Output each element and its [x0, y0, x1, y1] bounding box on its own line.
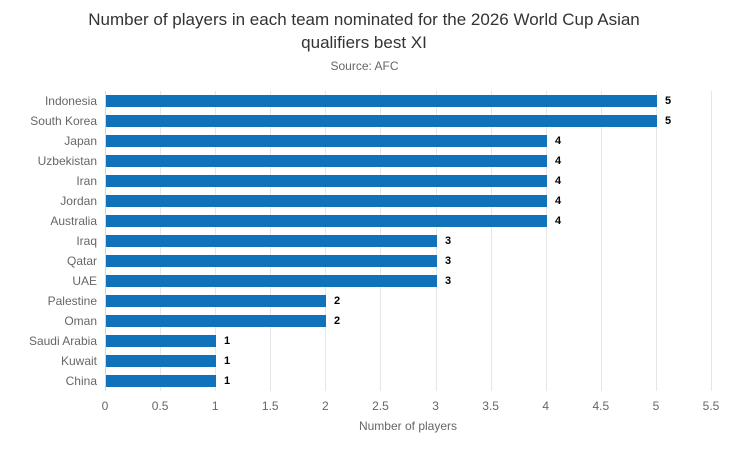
- category-label: Saudi Arabia: [28, 334, 97, 348]
- category-label: Oman: [64, 314, 97, 328]
- category-label: Australia: [50, 214, 97, 228]
- bar[interactable]: [106, 215, 547, 227]
- x-axis-tick-label: 2: [322, 399, 329, 413]
- chart-title: Number of players in each team nominated…: [88, 10, 640, 52]
- x-axis-title: Number of players: [358, 419, 458, 433]
- category-label: Palestine: [47, 294, 97, 308]
- bar[interactable]: [106, 275, 437, 287]
- x-axis-tick-label: 3.5: [482, 399, 499, 413]
- category-label: Iraq: [76, 234, 97, 248]
- bar-value-label: 4: [555, 195, 562, 207]
- category-label: Jordan: [60, 194, 97, 208]
- bar[interactable]: [106, 375, 216, 387]
- category-label: Japan: [64, 134, 97, 148]
- category-label: South Korea: [30, 114, 97, 128]
- bar-value-label: 5: [665, 115, 672, 127]
- gridline: [600, 91, 602, 391]
- bar[interactable]: [106, 195, 547, 207]
- bar[interactable]: [106, 155, 547, 167]
- bar-value-label: 4: [555, 215, 562, 227]
- gridline: [490, 91, 492, 391]
- bar-value-label: 4: [555, 175, 562, 187]
- x-axis-tick-label: 0.5: [151, 399, 169, 413]
- bar-value-label: 1: [224, 335, 231, 347]
- category-label: China: [65, 374, 97, 388]
- bar[interactable]: [106, 175, 547, 187]
- bar-value-label: 4: [555, 155, 562, 167]
- bar-value-label: 3: [445, 275, 452, 287]
- x-axis-tick-label: 1: [211, 399, 219, 413]
- x-axis-tick-label: 4.5: [592, 399, 610, 413]
- category-label: Indonesia: [44, 94, 97, 108]
- bar[interactable]: [106, 335, 216, 347]
- category-label: UAE: [72, 274, 97, 288]
- bar[interactable]: [106, 95, 657, 107]
- x-axis-tick-label: 3: [432, 399, 439, 413]
- x-axis-tick-label: 5: [652, 399, 660, 413]
- bar-value-label: 3: [445, 255, 452, 267]
- bar-value-label: 3: [445, 235, 452, 247]
- bar[interactable]: [106, 355, 216, 367]
- x-axis-tick-label: 4: [542, 399, 550, 413]
- chart-subtitle: Source: AFC: [330, 59, 399, 73]
- x-axis-tick-label: 5.5: [702, 399, 720, 413]
- bar-value-label: 1: [224, 375, 231, 387]
- gridline: [711, 91, 712, 391]
- category-label: Uzbekistan: [37, 154, 97, 168]
- category-axis-line: [105, 91, 106, 391]
- bar-value-label: 5: [665, 95, 672, 107]
- bar-value-label: 1: [224, 355, 231, 367]
- bar-value-label: 2: [334, 295, 341, 307]
- x-axis-tick-label: 0: [101, 399, 109, 413]
- bar[interactable]: [106, 115, 657, 127]
- x-axis-tick-label: 1.5: [261, 399, 279, 413]
- category-label: Qatar: [66, 254, 97, 268]
- bar-value-label: 4: [555, 135, 562, 147]
- bar[interactable]: [106, 295, 326, 307]
- category-label: Kuwait: [60, 354, 97, 368]
- bar[interactable]: [106, 255, 437, 267]
- gridline: [545, 91, 547, 391]
- bar[interactable]: [106, 235, 437, 247]
- x-axis-tick-label: 2.5: [372, 399, 389, 413]
- bar-value-label: 2: [334, 315, 341, 327]
- bar[interactable]: [106, 315, 326, 327]
- gridline: [655, 91, 657, 391]
- category-label: Iran: [76, 174, 97, 188]
- bar[interactable]: [106, 135, 547, 147]
